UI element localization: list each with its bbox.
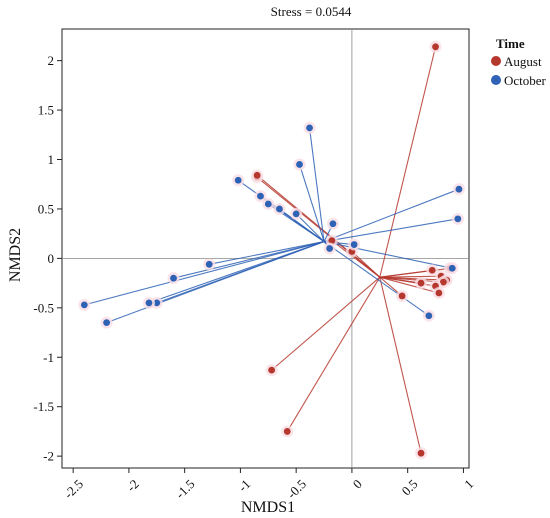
point-august-8 [417,279,425,287]
spoke-august-7 [379,275,442,278]
point-october-8 [326,245,334,252]
point-october-14 [205,260,213,268]
point-october-7 [329,220,337,228]
y-tick-label: -1 [43,350,54,365]
y-tick-label: 0.5 [38,201,54,216]
point-october-10 [455,185,463,193]
point-october-15 [170,274,177,282]
spoke-august-3 [351,251,381,278]
x-tick-label: 0 [350,476,365,491]
point-october-9 [350,241,358,248]
point-august-4 [328,237,336,244]
legend: Time August October [491,36,547,88]
point-october-1 [296,161,303,168]
y-tick-label: 0 [48,251,55,266]
point-october-3 [257,192,264,200]
spoke-october-17 [148,241,325,304]
legend-swatch-august [491,56,501,66]
x-axis-title: NMDS1 [241,499,295,516]
spoke-october-1 [298,164,325,242]
spoke-october-11 [323,218,458,243]
point-august-12 [435,289,443,297]
x-tick-label: 0.5 [398,476,420,498]
spoke-august-6 [379,267,451,278]
y-tick-label: 2 [48,53,55,68]
legend-swatch-october [491,75,501,85]
x-axis-ticks: -2.5 -2 -1.5 -1 -0.5 0 0.5 1 [61,468,476,501]
legend-title: Time [496,36,525,51]
point-august-2 [253,171,261,179]
spoke-october-6 [295,213,325,242]
point-august-13 [398,292,406,300]
point-august-16 [417,449,425,457]
spoke-october-0 [308,127,325,242]
x-tick-label: -1 [235,476,253,494]
spoke-october-18 [84,241,325,306]
data-points [78,40,465,460]
y-tick-label: -0.5 [33,300,54,315]
spider-lines [84,46,460,454]
y-axis-ticks: 2 1.5 1 0.5 0 -0.5 -1 -1.5 -2 [33,53,62,464]
spoke-october-13 [323,241,430,317]
y-axis-title: NMDS2 [7,228,24,282]
point-october-18 [80,301,88,309]
spoke-august-16 [379,277,422,454]
spoke-august-2 [256,174,381,278]
point-october-11 [454,215,462,223]
point-october-13 [425,312,433,320]
point-october-12 [448,264,456,272]
point-august-15 [283,428,291,435]
y-tick-label: 1.5 [38,103,54,118]
x-tick-label: -0.5 [284,476,309,501]
spoke-august-4 [331,240,381,278]
legend-label-august: August [504,54,542,69]
point-august-0 [432,43,439,51]
spoke-august-15 [286,276,381,432]
plot-frame [61,28,470,469]
y-tick-label: -1.5 [33,399,54,414]
spoke-october-10 [323,188,460,243]
x-tick-label: -2 [124,476,142,494]
spoke-october-12 [323,241,453,269]
point-october-0 [306,124,313,132]
legend-label-october: October [504,73,547,88]
spoke-august-12 [379,276,440,294]
spoke-october-5 [279,208,325,243]
point-october-4 [264,200,272,208]
point-october-6 [292,210,300,218]
spoke-october-14 [209,241,325,265]
x-tick-label: 1 [461,476,476,491]
point-october-19 [103,319,111,327]
point-august-14 [268,366,276,374]
point-october-2 [234,176,242,184]
y-tick-label: -2 [43,449,54,464]
spoke-october-19 [106,241,325,324]
stress-title: Stress = 0.0544 [271,4,352,19]
x-tick-label: -2.5 [61,476,86,501]
point-august-5 [428,266,436,274]
y-tick-label: 1 [48,152,55,167]
x-tick-label: -1.5 [172,476,197,501]
point-october-5 [276,205,283,213]
point-october-17 [145,299,153,307]
point-october-16 [153,299,161,307]
spoke-august-14 [271,276,381,371]
point-august-10 [439,278,447,286]
spoke-august-0 [379,46,437,278]
